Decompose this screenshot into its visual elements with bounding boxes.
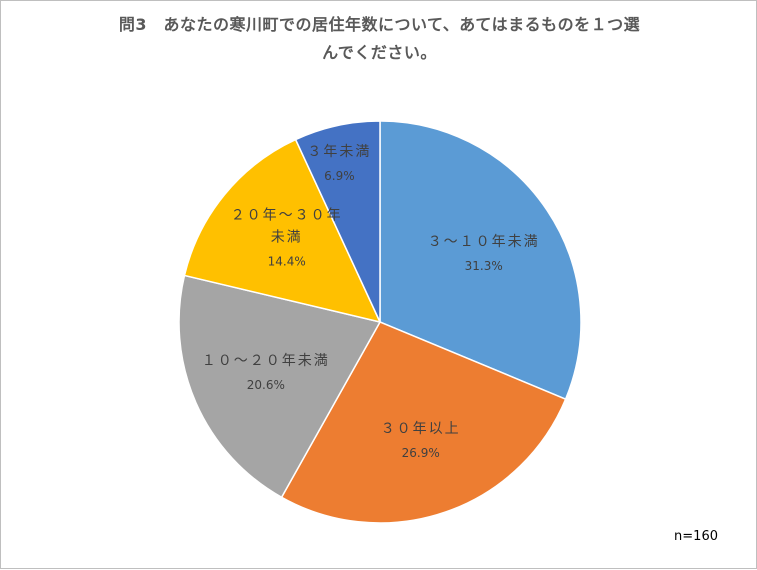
chart-title-line-1: 問3 あなたの寒川町での居住年数について、あてはまるものを１つ選 [118,15,641,34]
slice-20-30-percentage: 14.4% [268,255,306,269]
slice-3-10-percentage: 31.3% [465,259,503,273]
pie-slices [178,120,582,524]
slice-10-20 [178,274,382,499]
slice-under-3-percentage: 6.9% [324,169,355,183]
slice-under-3-label: ３年未満 [307,144,371,160]
slice-3-10 [379,120,582,401]
slice-10-20-percentage: 20.6% [247,378,285,392]
sample-size-note: n=160 [674,529,718,544]
slice-under-3 [294,120,381,323]
slice-20-30-label-line-1: ２０年～３０年 [231,208,343,224]
chart-title: 問3 あなたの寒川町での居住年数について、あてはまるものを１つ選 んでください。 [1,11,757,67]
slice-10-20-label: １０～２０年未満 [202,353,330,369]
slice-30-plus-percentage: 26.9% [402,446,440,460]
slice-30-plus-label: ３０年以上 [381,421,461,437]
chart-title-line-2: んでください。 [322,43,437,62]
slice-3-10-label: ３～１０年未満 [428,234,540,250]
slice-20-30 [183,138,382,324]
slice-20-30-label-line-2: 未満 [271,230,303,246]
pie-labels: ３～１０年未満 31.3% ３０年以上 26.9% １０～２０年未満 20.6% ２０年～３… [202,144,540,460]
